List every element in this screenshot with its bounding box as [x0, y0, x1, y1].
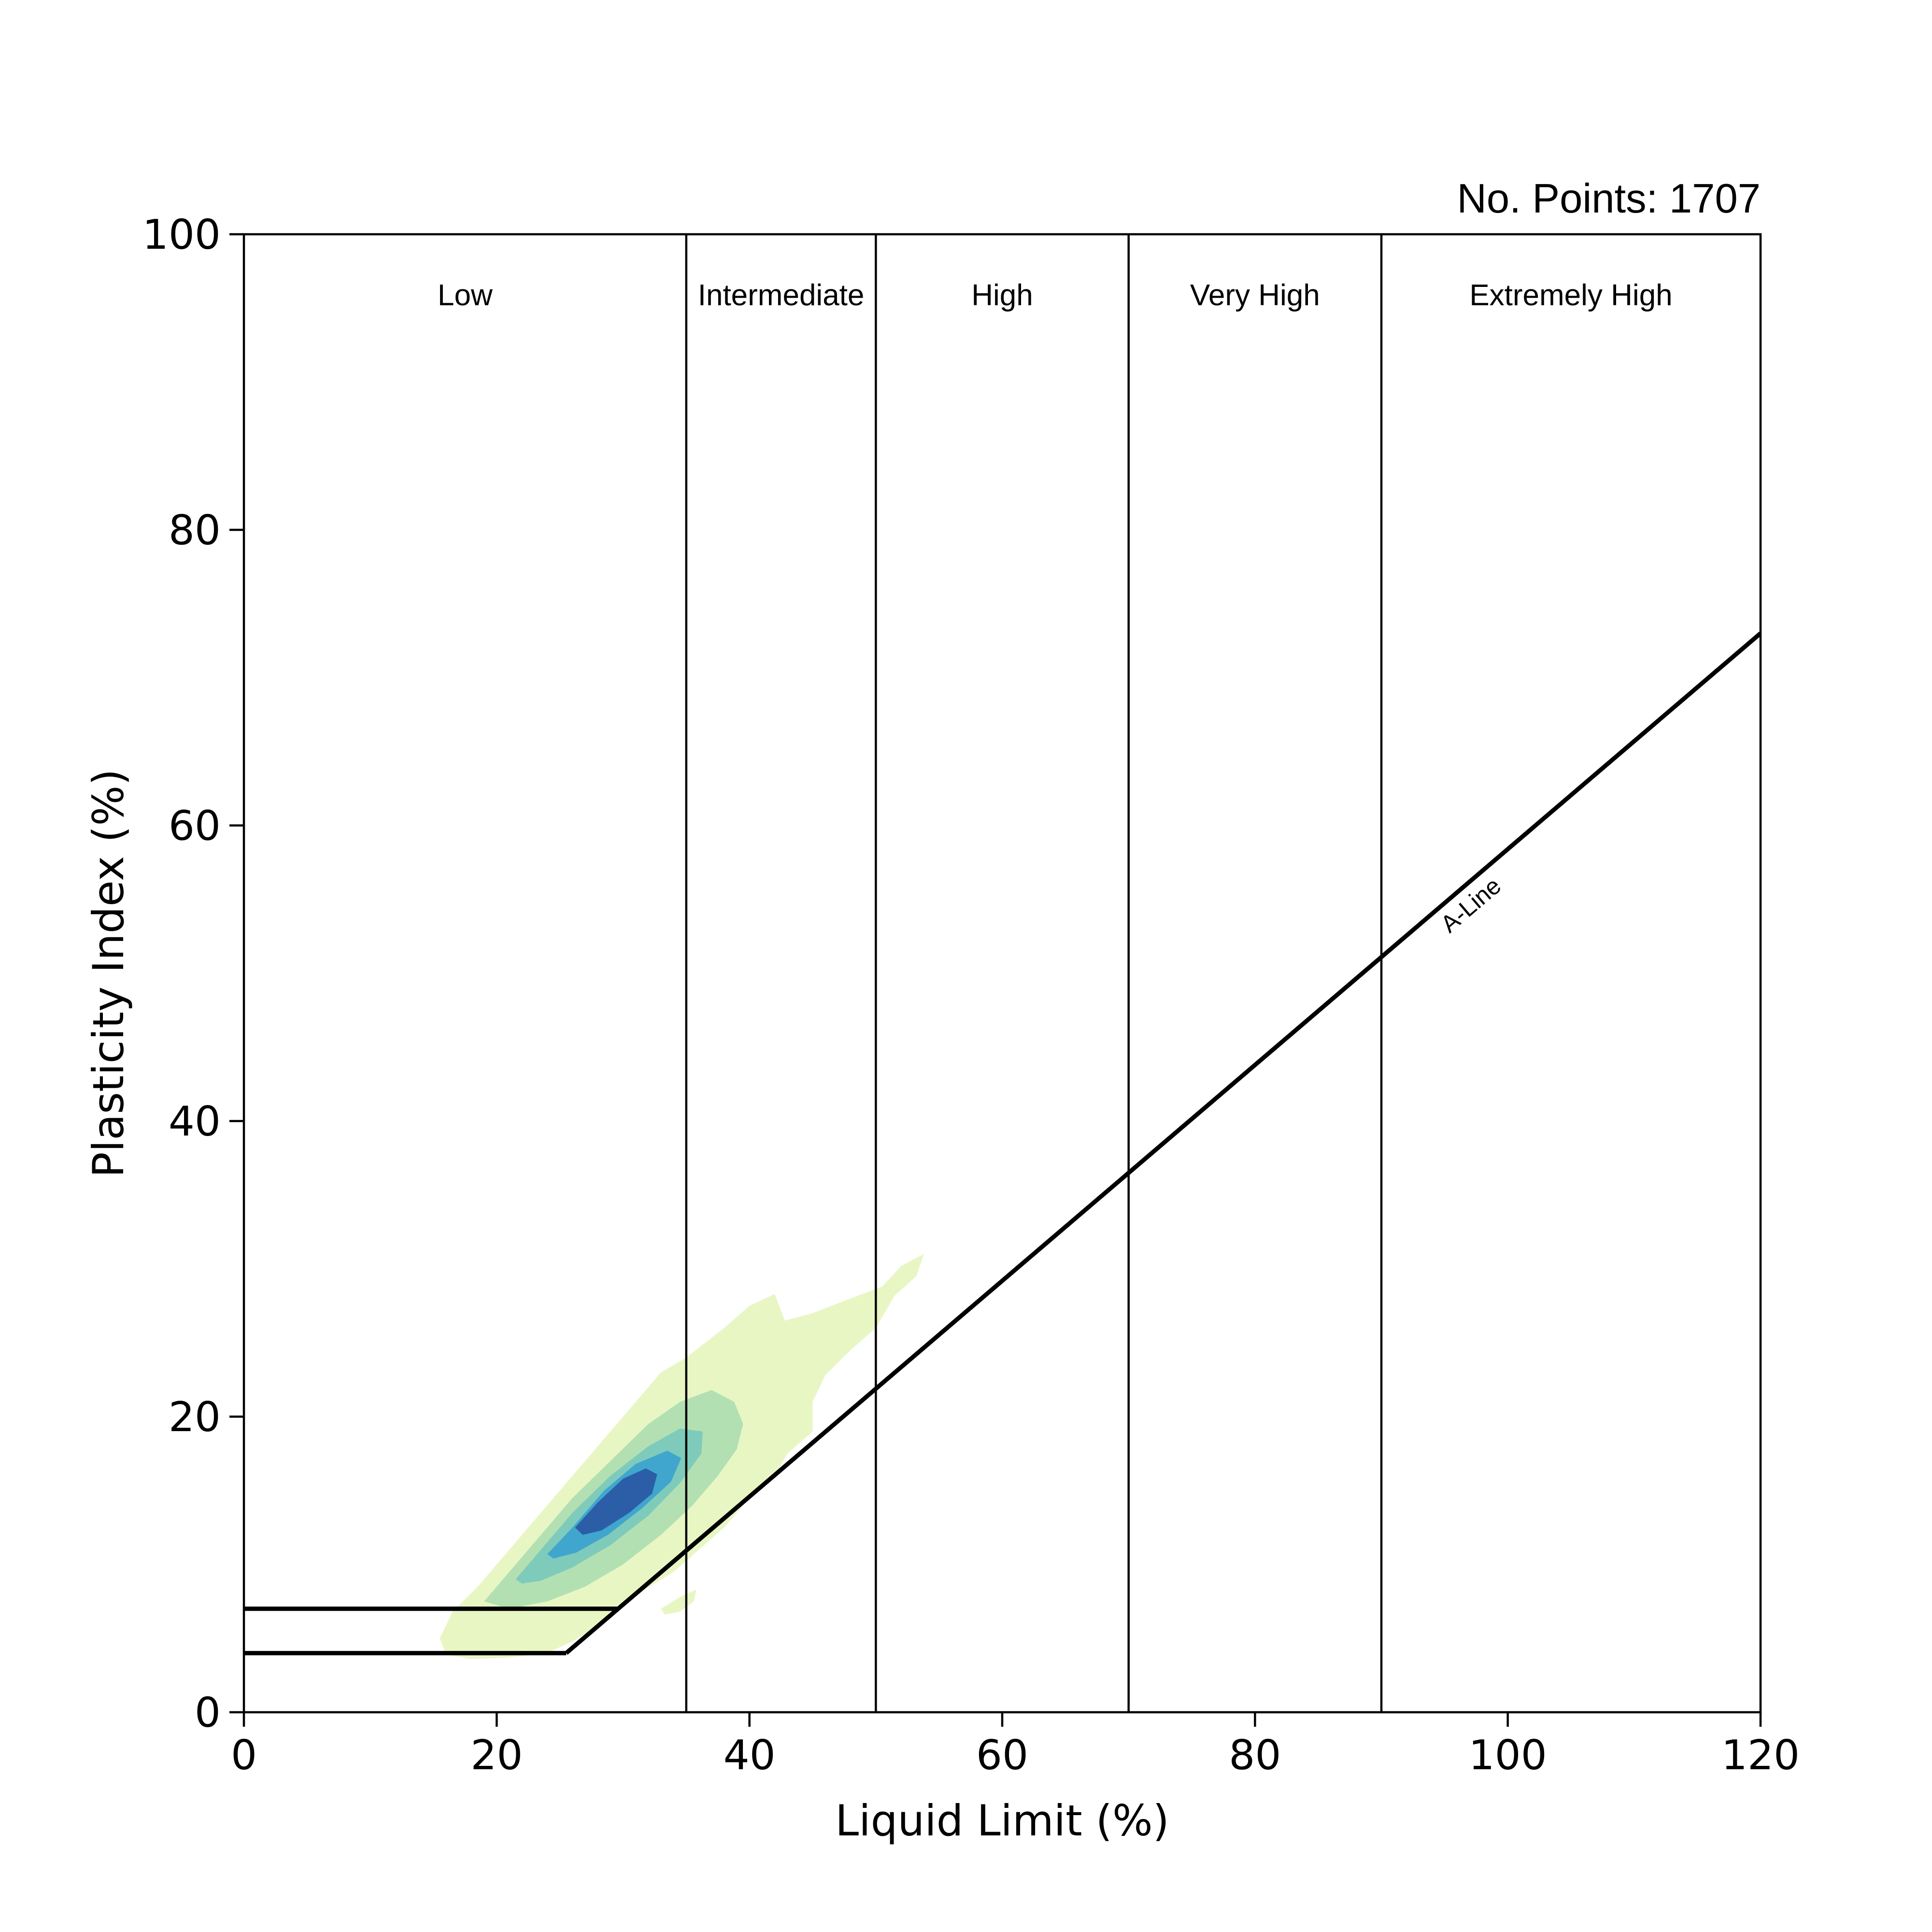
- x-tick-label-60: 60: [976, 1732, 1028, 1779]
- a-line: [565, 631, 1761, 1655]
- y-tick-label-80: 80: [169, 507, 221, 554]
- y-tick-label-60: 60: [169, 802, 221, 850]
- zone-labels: Low Intermediate High Very High Extremely Hi…: [438, 279, 1673, 312]
- y-tick-label-0: 0: [195, 1689, 221, 1737]
- zone-label-2: Intermediate: [698, 279, 865, 312]
- density-level-5-region-1: [575, 1468, 657, 1535]
- zone-label-4: Very High: [1190, 279, 1320, 312]
- x-tick-label-80: 80: [1229, 1732, 1281, 1779]
- x-tick-label-120: 120: [1721, 1732, 1800, 1779]
- x-tick-label-20: 20: [470, 1732, 523, 1779]
- y-tick-label-20: 20: [169, 1393, 221, 1441]
- chart-lines: [244, 234, 1761, 1712]
- density-level-1-region-2: [661, 1590, 696, 1615]
- density-contours: [440, 1254, 924, 1659]
- x-axis-label: Liquid Limit (%): [835, 1796, 1169, 1846]
- zone-label-3: High: [971, 279, 1033, 312]
- y-tick-label-100: 100: [142, 211, 221, 259]
- x-tick-label-0: 0: [231, 1732, 257, 1779]
- y-tick-label-40: 40: [169, 1098, 221, 1146]
- axis-ticks: 0 20 40 60 80 100 120 0 20 40 60 80 100: [142, 211, 1800, 1779]
- x-tick-label-40: 40: [724, 1732, 776, 1779]
- y-axis-label: Plasticity Index (%): [84, 769, 133, 1178]
- x-tick-label-100: 100: [1469, 1732, 1547, 1779]
- zone-label-5: Extremely High: [1469, 279, 1672, 312]
- point-count-annotation: No. Points: 1707: [1457, 176, 1761, 222]
- zone-label-1: Low: [438, 279, 493, 312]
